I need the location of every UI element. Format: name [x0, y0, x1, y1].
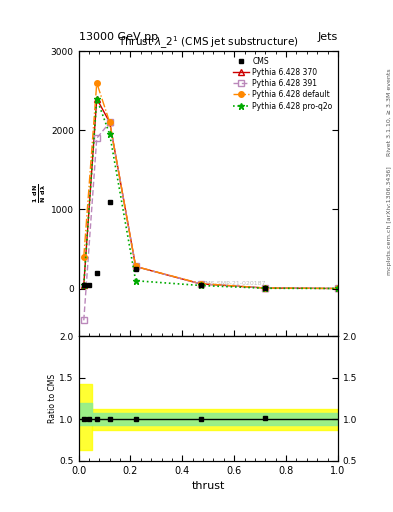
Pythia 6.428 370 [133, 263, 138, 269]
Pythia 6.428 pro-q2o [107, 131, 112, 137]
Pythia 6.428 default [107, 119, 112, 125]
Pythia 6.428 391 [133, 263, 138, 269]
Line: Pythia 6.428 default: Pythia 6.428 default [81, 80, 341, 291]
Pythia 6.428 370 [94, 96, 99, 102]
CMS [133, 266, 138, 272]
Line: CMS: CMS [81, 199, 268, 290]
Line: Pythia 6.428 391: Pythia 6.428 391 [81, 120, 341, 323]
Pythia 6.428 370 [263, 285, 268, 291]
Pythia 6.428 370 [336, 285, 340, 291]
Pythia 6.428 pro-q2o [94, 96, 99, 102]
Pythia 6.428 default [336, 285, 340, 291]
Text: 13000 GeV pp: 13000 GeV pp [79, 32, 158, 42]
Pythia 6.428 391 [81, 317, 86, 324]
Text: Jets: Jets [318, 32, 338, 42]
Y-axis label: Ratio to CMS: Ratio to CMS [48, 374, 57, 423]
Legend: CMS, Pythia 6.428 370, Pythia 6.428 391, Pythia 6.428 default, Pythia 6.428 pro-: CMS, Pythia 6.428 370, Pythia 6.428 391,… [231, 55, 334, 112]
Pythia 6.428 default [81, 254, 86, 260]
CMS [86, 282, 91, 288]
Line: Pythia 6.428 370: Pythia 6.428 370 [81, 96, 341, 291]
Pythia 6.428 370 [107, 119, 112, 125]
Pythia 6.428 default [198, 281, 203, 287]
Pythia 6.428 pro-q2o [263, 285, 268, 291]
Pythia 6.428 391 [336, 285, 340, 291]
Pythia 6.428 default [94, 80, 99, 86]
Pythia 6.428 pro-q2o [81, 282, 86, 288]
CMS [107, 199, 112, 205]
Line: Pythia 6.428 pro-q2o: Pythia 6.428 pro-q2o [80, 95, 342, 292]
Pythia 6.428 370 [81, 282, 86, 288]
X-axis label: thrust: thrust [192, 481, 225, 491]
Text: CMS-SMP-21-020187: CMS-SMP-21-020187 [202, 281, 266, 286]
Pythia 6.428 370 [198, 281, 203, 287]
Y-axis label: $\mathbf{\frac{1}{N}\,\frac{dN}{d\lambda}}$: $\mathbf{\frac{1}{N}\,\frac{dN}{d\lambda… [31, 184, 48, 203]
Pythia 6.428 391 [263, 285, 268, 291]
Pythia 6.428 pro-q2o [198, 283, 203, 289]
Pythia 6.428 391 [198, 281, 203, 287]
CMS [263, 285, 268, 291]
Pythia 6.428 391 [107, 119, 112, 125]
CMS [81, 282, 86, 288]
Text: Rivet 3.1.10, ≥ 3.3M events: Rivet 3.1.10, ≥ 3.3M events [387, 69, 391, 157]
CMS [198, 282, 203, 288]
Text: mcplots.cern.ch [arXiv:1306.3436]: mcplots.cern.ch [arXiv:1306.3436] [387, 166, 391, 274]
Pythia 6.428 pro-q2o [336, 285, 340, 291]
Pythia 6.428 default [133, 263, 138, 269]
CMS [94, 270, 99, 276]
Title: Thrust $\lambda\_2^1$ (CMS jet substructure): Thrust $\lambda\_2^1$ (CMS jet substruct… [118, 35, 299, 51]
Pythia 6.428 pro-q2o [133, 278, 138, 284]
Pythia 6.428 default [263, 285, 268, 291]
Pythia 6.428 391 [94, 135, 99, 141]
